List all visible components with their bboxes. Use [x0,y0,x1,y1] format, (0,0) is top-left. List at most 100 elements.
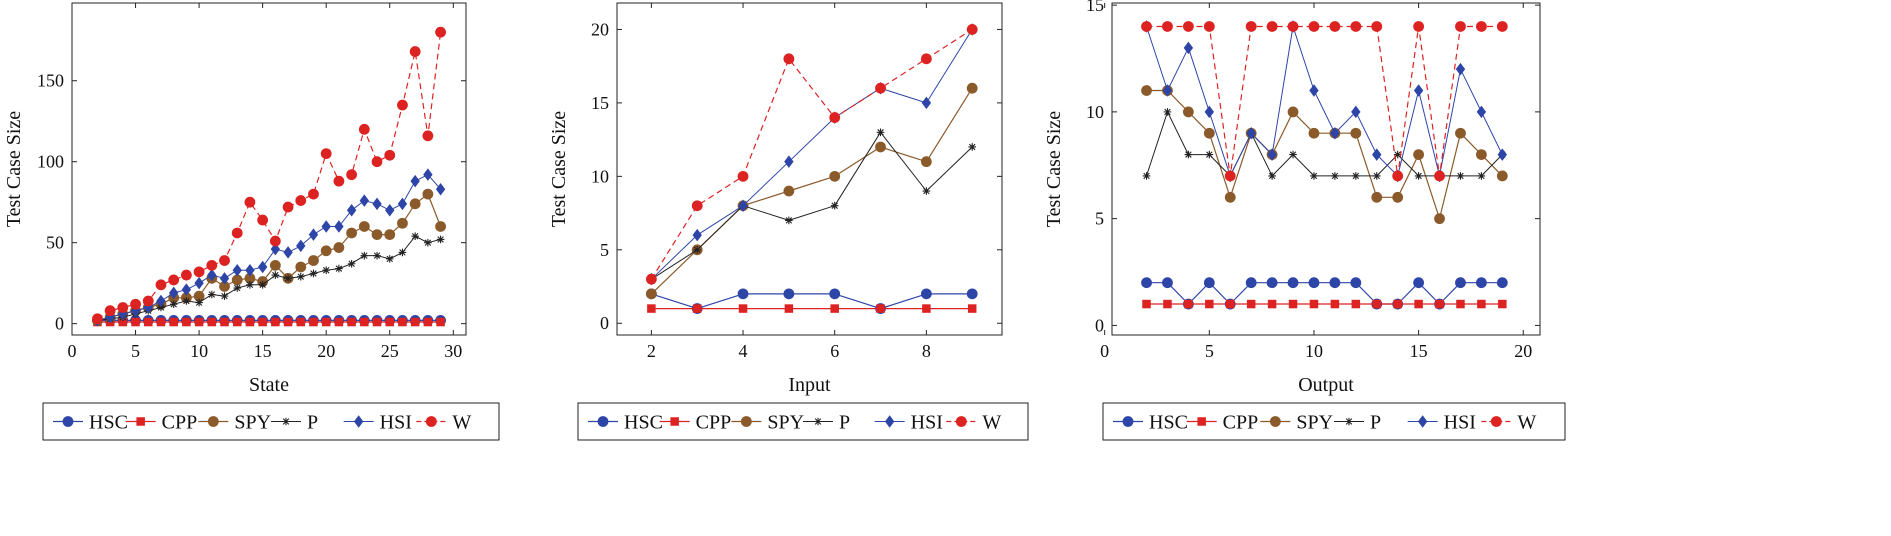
x-tick-label: 15 [254,341,272,361]
legend-marker-p [282,417,290,426]
x-tick-label: 8 [922,341,931,361]
plot-frame [71,2,467,336]
series-line-p [97,235,441,321]
data-point-p [246,280,254,289]
series-w [645,24,978,285]
data-point-spy [875,141,886,153]
data-point-hsc [783,288,795,300]
data-point-p [258,280,267,289]
data-point-hsi [207,268,217,282]
legend-label-w: W [982,412,1001,434]
legend-label-w: W [452,412,471,434]
data-point-p [309,269,318,278]
data-point-hsi [270,242,281,256]
data-point-p [322,266,330,275]
data-point-cpp [398,317,407,327]
data-point-hsi [156,294,166,308]
data-point-p [436,235,445,244]
series-line-hsi [1146,26,1503,177]
legend: HSC CPP SPY P HSI W [42,402,500,441]
data-point-cpp [967,304,977,313]
data-point-p [785,216,793,225]
y-tick-label: 10 [591,166,609,186]
x-tick-label: 5 [131,341,140,361]
data-point-p [1205,150,1214,159]
data-point-cpp [283,317,293,327]
legend-marker-spy [207,416,219,427]
data-point-w [422,130,434,142]
series-line-p [1146,111,1503,177]
data-point-w [397,99,408,111]
data-point-p [182,297,191,305]
data-point-spy [1475,149,1487,160]
y-axis-label: Test Case Size [3,111,25,227]
legend-marker-w [425,416,437,427]
data-point-hsi [1413,84,1424,97]
data-point-w [231,227,243,239]
data-point-spy [783,185,795,197]
data-point-p [922,187,931,195]
data-point-spy [1287,106,1299,118]
data-point-hsi [1309,84,1319,97]
data-point-cpp [385,317,394,327]
data-point-hsi [346,204,357,217]
y-axis-label: Test Case Size [548,111,570,227]
data-point-spy [1203,127,1215,139]
data-point-cpp [1288,299,1298,309]
data-point-hsc [1245,277,1257,289]
data-point-hsi [372,197,382,211]
legend-label-spy: SPY [234,412,271,434]
data-point-spy [397,217,408,229]
data-point-hsi [1497,148,1508,161]
data-point-hsc [737,288,749,300]
y-tick-label: 15 [591,93,609,113]
data-point-hsi [194,276,204,290]
data-point-w [282,201,294,213]
data-point-w [193,266,205,278]
data-point-p [968,143,977,151]
legend: HSC CPP SPY P HSI W [1102,402,1566,441]
data-point-w [1371,21,1383,32]
data-point-w [1245,21,1257,32]
data-point-cpp [436,317,445,327]
data-point-cpp [220,317,229,327]
data-point-hsi [397,197,408,211]
data-point-w [219,255,230,266]
data-point-hsi [784,155,794,168]
data-point-p [1477,172,1486,180]
data-point-w [206,259,218,271]
data-point-spy [1496,170,1508,182]
series-line-w [97,32,442,320]
data-point-cpp [738,304,748,313]
data-point-p [1456,172,1465,180]
data-point-cpp [207,317,217,327]
data-point-hsi [1204,105,1215,119]
data-point-hsc [1329,277,1341,289]
legend-label-cpp: CPP [162,412,198,434]
data-point-spy [295,261,307,273]
data-point-w [358,123,370,135]
data-point-cpp [156,317,166,327]
x-tick-label: 4 [739,341,748,361]
data-point-p [1289,150,1297,159]
data-point-w [737,170,749,182]
data-point-w [333,175,345,187]
data-point-w [409,46,421,57]
data-point-hsc [1287,277,1299,289]
data-point-spy [920,156,932,168]
data-point-p [271,271,280,279]
data-point-cpp [245,317,255,327]
data-point-w [920,53,932,65]
plot-frame [616,2,1003,336]
data-point-w [142,295,154,307]
series-line-hsi [651,29,973,280]
data-point-hsi [245,263,255,277]
data-point-cpp [131,317,140,327]
y-tick-label: 10 [1086,102,1104,122]
chart-panel-2: 2 4 6 8 0 5 10 15 20 Input Test Case Size HSC CPP SPY… [548,2,1029,441]
data-point-spy [1224,191,1236,203]
legend-label-hsc: HSC [89,412,128,434]
legend-marker-cpp [1197,417,1206,426]
legend-marker-hsi [1417,415,1428,428]
data-point-spy [320,245,332,257]
